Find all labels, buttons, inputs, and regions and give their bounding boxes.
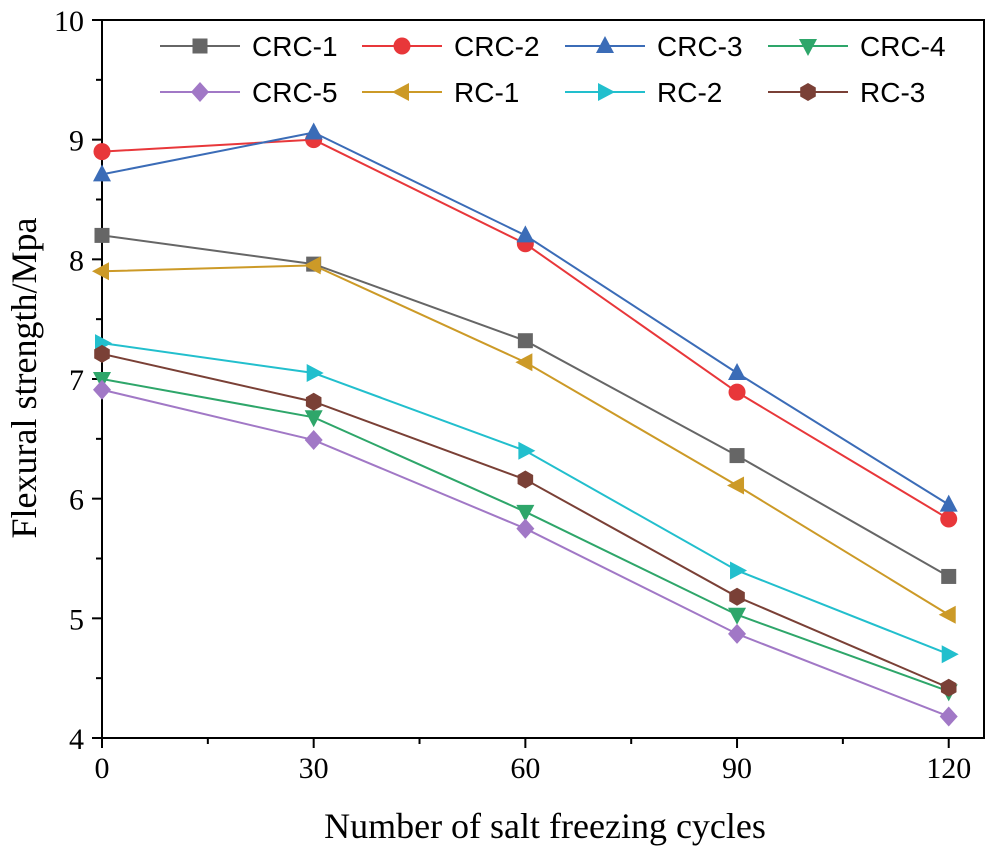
y-tick-label: 4: [69, 723, 84, 756]
data-point: [93, 379, 111, 400]
legend-marker: [800, 83, 816, 101]
data-point: [518, 441, 536, 460]
data-point: [516, 518, 535, 539]
data-point: [729, 587, 745, 606]
data-point: [941, 568, 957, 584]
series-crc-2: [93, 131, 958, 528]
x-axis-title: Number of salt freezing cycles: [324, 806, 766, 846]
series-crc-5: [93, 379, 958, 727]
data-point: [939, 494, 958, 512]
legend-marker: [598, 83, 615, 101]
legend-item: CRC-3: [565, 31, 743, 62]
legend-item: CRC-2: [362, 31, 540, 62]
data-point: [94, 344, 110, 363]
data-point: [516, 225, 535, 243]
legend-label: CRC-2: [454, 31, 540, 62]
legend-label: RC-3: [860, 77, 925, 108]
data-point: [305, 392, 322, 411]
data-point: [517, 470, 534, 489]
legend-label: RC-1: [454, 77, 519, 108]
data-point: [728, 383, 746, 401]
y-tick-label: 9: [69, 125, 84, 158]
y-tick-label: 8: [69, 244, 84, 277]
data-point: [938, 605, 956, 624]
data-point: [303, 256, 321, 275]
legend-item: RC-3: [768, 77, 925, 108]
legend-label: CRC-1: [252, 31, 338, 62]
series-rc-3: [94, 344, 957, 697]
data-point: [728, 607, 747, 625]
legend-item: CRC-4: [768, 31, 946, 62]
series-crc-3: [93, 122, 958, 512]
y-tick-label: 10: [54, 5, 84, 38]
legend-label: RC-2: [657, 77, 722, 108]
legend-marker: [191, 82, 209, 102]
legend-marker: [596, 36, 614, 53]
legend-item: RC-1: [362, 77, 519, 108]
data-point: [94, 227, 110, 243]
data-point: [304, 410, 323, 428]
data-point: [939, 706, 958, 727]
y-tick-label: 7: [69, 364, 84, 397]
data-point: [728, 363, 747, 381]
legend: CRC-1 CRC-2 CRC-3 CRC-4 CRC-5 RC-1 RC-2 RC-3: [160, 31, 946, 108]
legend-label: CRC-5: [252, 77, 338, 108]
series-line: [101, 264, 950, 616]
data-point: [729, 448, 745, 464]
legend-item: CRC-5: [160, 77, 338, 108]
x-tick-label: 120: [926, 752, 971, 785]
data-point: [728, 623, 747, 644]
series-line: [101, 138, 950, 520]
y-tick-label: 6: [69, 484, 84, 517]
data-point: [515, 353, 533, 372]
legend-item: CRC-1: [160, 31, 338, 62]
legend-label: CRC-4: [860, 31, 946, 62]
legend-item: RC-2: [565, 77, 722, 108]
legend-marker: [192, 38, 208, 54]
legend-marker: [392, 83, 409, 101]
data-point: [727, 476, 745, 495]
data-point: [93, 143, 111, 161]
axes: 0 30 60 90 120 4 5 6 7 8 9 10: [54, 5, 985, 785]
x-tick-label: 90: [722, 752, 752, 785]
x-tick-label: 0: [95, 752, 110, 785]
series-rc-1: [92, 256, 956, 624]
series-line: [101, 388, 950, 718]
legend-marker: [393, 37, 411, 55]
data-point: [304, 430, 323, 451]
plot-frame: [101, 19, 985, 739]
data-point: [517, 333, 533, 349]
data-point: [304, 122, 323, 140]
data-point: [940, 510, 958, 528]
data-point: [516, 504, 535, 522]
data-point: [92, 262, 109, 281]
y-axis-title: Flexural strength/Mpa: [4, 218, 44, 539]
x-tick-label: 60: [510, 752, 540, 785]
series-rc-2: [95, 334, 959, 664]
legend-marker: [799, 39, 817, 56]
legend-label: CRC-3: [657, 31, 743, 62]
y-tick-label: 5: [69, 603, 84, 636]
data-point: [306, 364, 324, 383]
x-tick-label: 30: [299, 752, 329, 785]
series-layer: [92, 122, 959, 727]
data-point: [730, 561, 748, 580]
data-point: [941, 645, 959, 664]
data-point: [940, 678, 957, 697]
series-line: [101, 342, 950, 656]
data-point: [93, 164, 111, 182]
